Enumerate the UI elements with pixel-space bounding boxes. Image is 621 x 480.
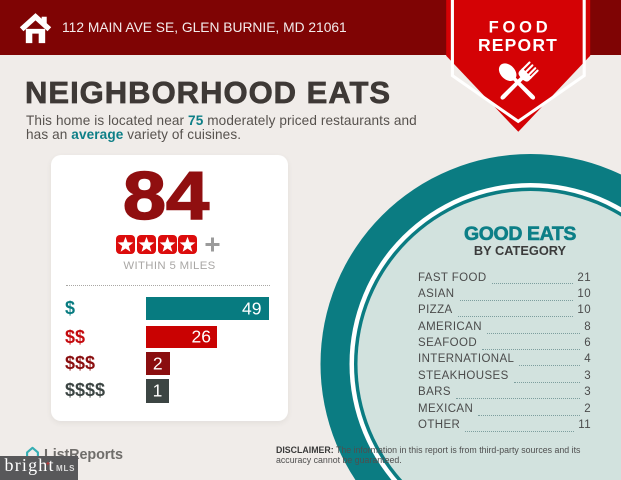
- svg-text:REPORT: REPORT: [477, 35, 557, 55]
- svg-text:FOOD: FOOD: [488, 19, 551, 37]
